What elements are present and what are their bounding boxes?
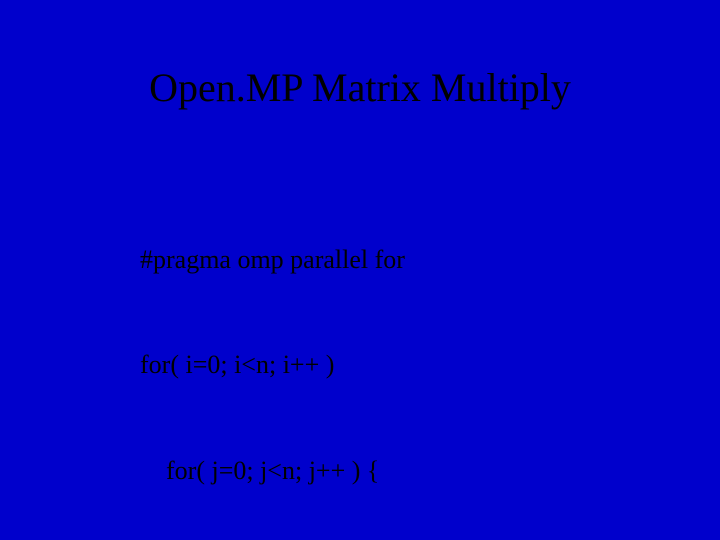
slide-title: Open.MP Matrix Multiply	[0, 64, 720, 111]
code-line: for( i=0; i<n; i++ )	[140, 347, 569, 382]
code-line: #pragma omp parallel for	[140, 242, 569, 277]
code-line: for( j=0; j<n; j++ ) {	[140, 453, 569, 488]
code-block: #pragma omp parallel for for( i=0; i<n; …	[140, 172, 569, 540]
slide: Open.MP Matrix Multiply #pragma omp para…	[0, 0, 720, 540]
